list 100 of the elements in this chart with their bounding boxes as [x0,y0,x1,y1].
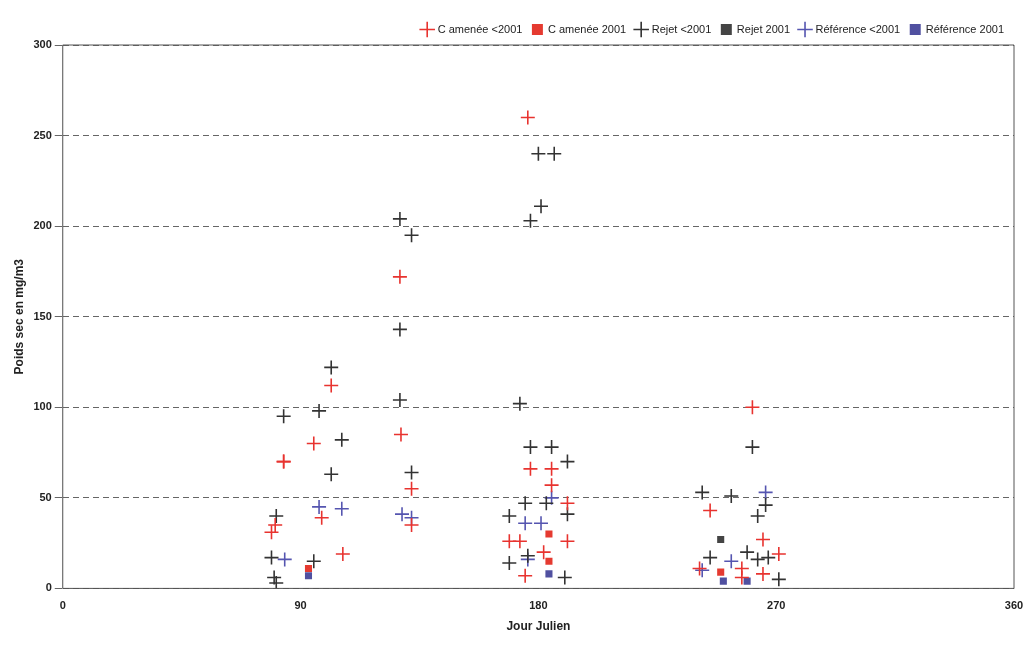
point [744,439,761,455]
point [533,515,549,531]
point [512,533,528,550]
point [717,535,725,544]
point [403,464,420,481]
point [535,544,552,560]
point [543,490,560,506]
x-tick-label: 360 [1004,599,1024,612]
y-tick-label: 250 [33,128,52,141]
y-tick-label: 100 [33,400,52,413]
point [392,211,408,227]
point [263,549,280,566]
point [545,557,553,565]
point [520,109,536,126]
y-tick-label: 50 [39,490,52,503]
point [392,269,408,285]
x-tick-label: 0 [59,599,66,612]
point [543,477,560,493]
point [533,198,549,215]
point [304,572,313,580]
y-tick-label: 0 [45,581,52,594]
y-axis-title: Poids sec en mg/m3 [11,258,26,375]
point [719,577,727,585]
point [545,530,553,538]
point [323,377,340,394]
legend-label: Rejet <2001 [651,22,712,35]
point [522,212,539,229]
point [755,531,771,548]
point [545,570,553,578]
legend-label: Référence 2001 [925,22,1004,35]
x-tick-label: 270 [767,599,786,612]
point [268,508,285,524]
point [501,508,518,524]
y-tick-label: 150 [33,309,52,322]
legend-label: Référence <2001 [815,22,901,35]
point [392,392,408,408]
point [744,399,761,416]
point [749,508,766,524]
point [268,575,285,589]
y-tick-label: 200 [33,219,52,232]
point [333,500,350,517]
point [760,549,777,566]
point [771,546,787,562]
point [723,553,740,570]
point [403,227,420,243]
point [522,461,539,477]
point [559,533,576,550]
point [694,484,710,501]
point [263,524,280,541]
point [559,495,576,512]
x-axis-title: Jour Julien [506,619,571,634]
point [276,551,293,568]
point [501,555,518,571]
point [267,517,283,533]
point [304,564,313,573]
point [559,453,576,470]
x-tick-label: 180 [529,599,548,612]
point [393,426,409,443]
legend-label: Rejet 2001 [736,22,791,35]
point [702,502,718,519]
y-tick-label: 300 [33,38,52,51]
point [743,577,751,585]
point [717,568,725,576]
point [266,569,282,586]
point [335,546,351,562]
point [723,488,740,504]
point [323,359,340,376]
point [275,408,292,425]
point [771,571,787,588]
x-tick-label: 90 [294,599,307,612]
point [522,439,539,455]
legend-label: C amenée <2001 [437,22,523,35]
point [313,509,330,526]
point [757,484,774,501]
point [305,435,322,452]
point [403,517,420,533]
point [305,553,322,570]
point [512,395,528,412]
point [517,495,533,512]
point [311,499,327,515]
point [543,461,560,477]
point [392,321,408,338]
point [311,403,327,419]
point [755,566,771,582]
point [323,466,340,483]
point [702,549,718,566]
point [517,567,533,584]
point [538,495,555,512]
point [520,548,536,564]
point [543,439,560,455]
point [403,480,420,497]
point [394,506,410,522]
point [546,145,563,162]
point [757,497,774,513]
point [333,432,350,448]
point [734,569,750,586]
legend-label: C amenée 2001 [547,22,627,35]
point [557,569,573,586]
point [530,145,547,162]
point [517,515,533,531]
